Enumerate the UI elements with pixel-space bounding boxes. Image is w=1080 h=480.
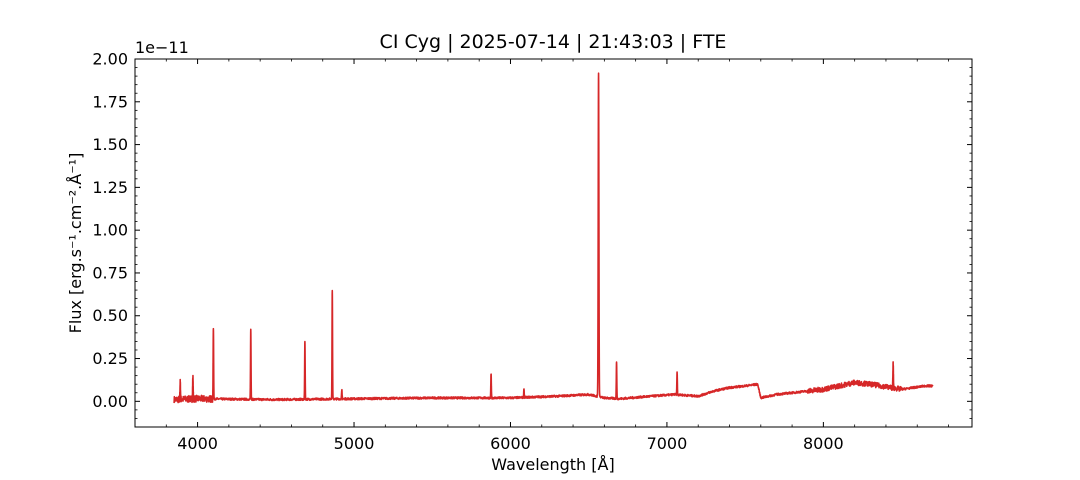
x-tick-label: 7000	[647, 434, 688, 453]
x-axis-label: Wavelength [Å]	[491, 455, 614, 474]
y-tick-label: 0.25	[92, 349, 128, 368]
y-tick-label: 0.00	[92, 392, 128, 411]
y-tick-label: 2.00	[92, 50, 128, 69]
plot-frame	[134, 58, 973, 428]
y-tick-label: 1.25	[92, 178, 128, 197]
y-tick-label: 1.75	[92, 92, 128, 111]
x-tick-label: 5000	[334, 434, 375, 453]
x-tick-label: 6000	[490, 434, 531, 453]
chart-title: CI Cyg | 2025-07-14 | 21:43:03 | FTE	[380, 31, 727, 53]
x-tick-label: 8000	[803, 434, 844, 453]
y-tick-label: 0.75	[92, 263, 128, 282]
y-tick-label: 1.50	[92, 135, 128, 154]
spectrum-line	[173, 72, 934, 404]
plot-area	[173, 72, 934, 404]
y-axis-label: Flux [erg.s⁻¹.cm⁻².Å⁻¹]	[66, 153, 85, 334]
axis-ticks: 4000 5000 6000 7000 8000 0.00 0.25 0.50 0.75 1.00…	[92, 50, 972, 453]
y-tick-label: 1.00	[92, 221, 128, 240]
y-offset-text: 1e−11	[135, 38, 189, 57]
y-tick-label: 0.50	[92, 306, 128, 325]
x-tick-label: 4000	[177, 434, 218, 453]
